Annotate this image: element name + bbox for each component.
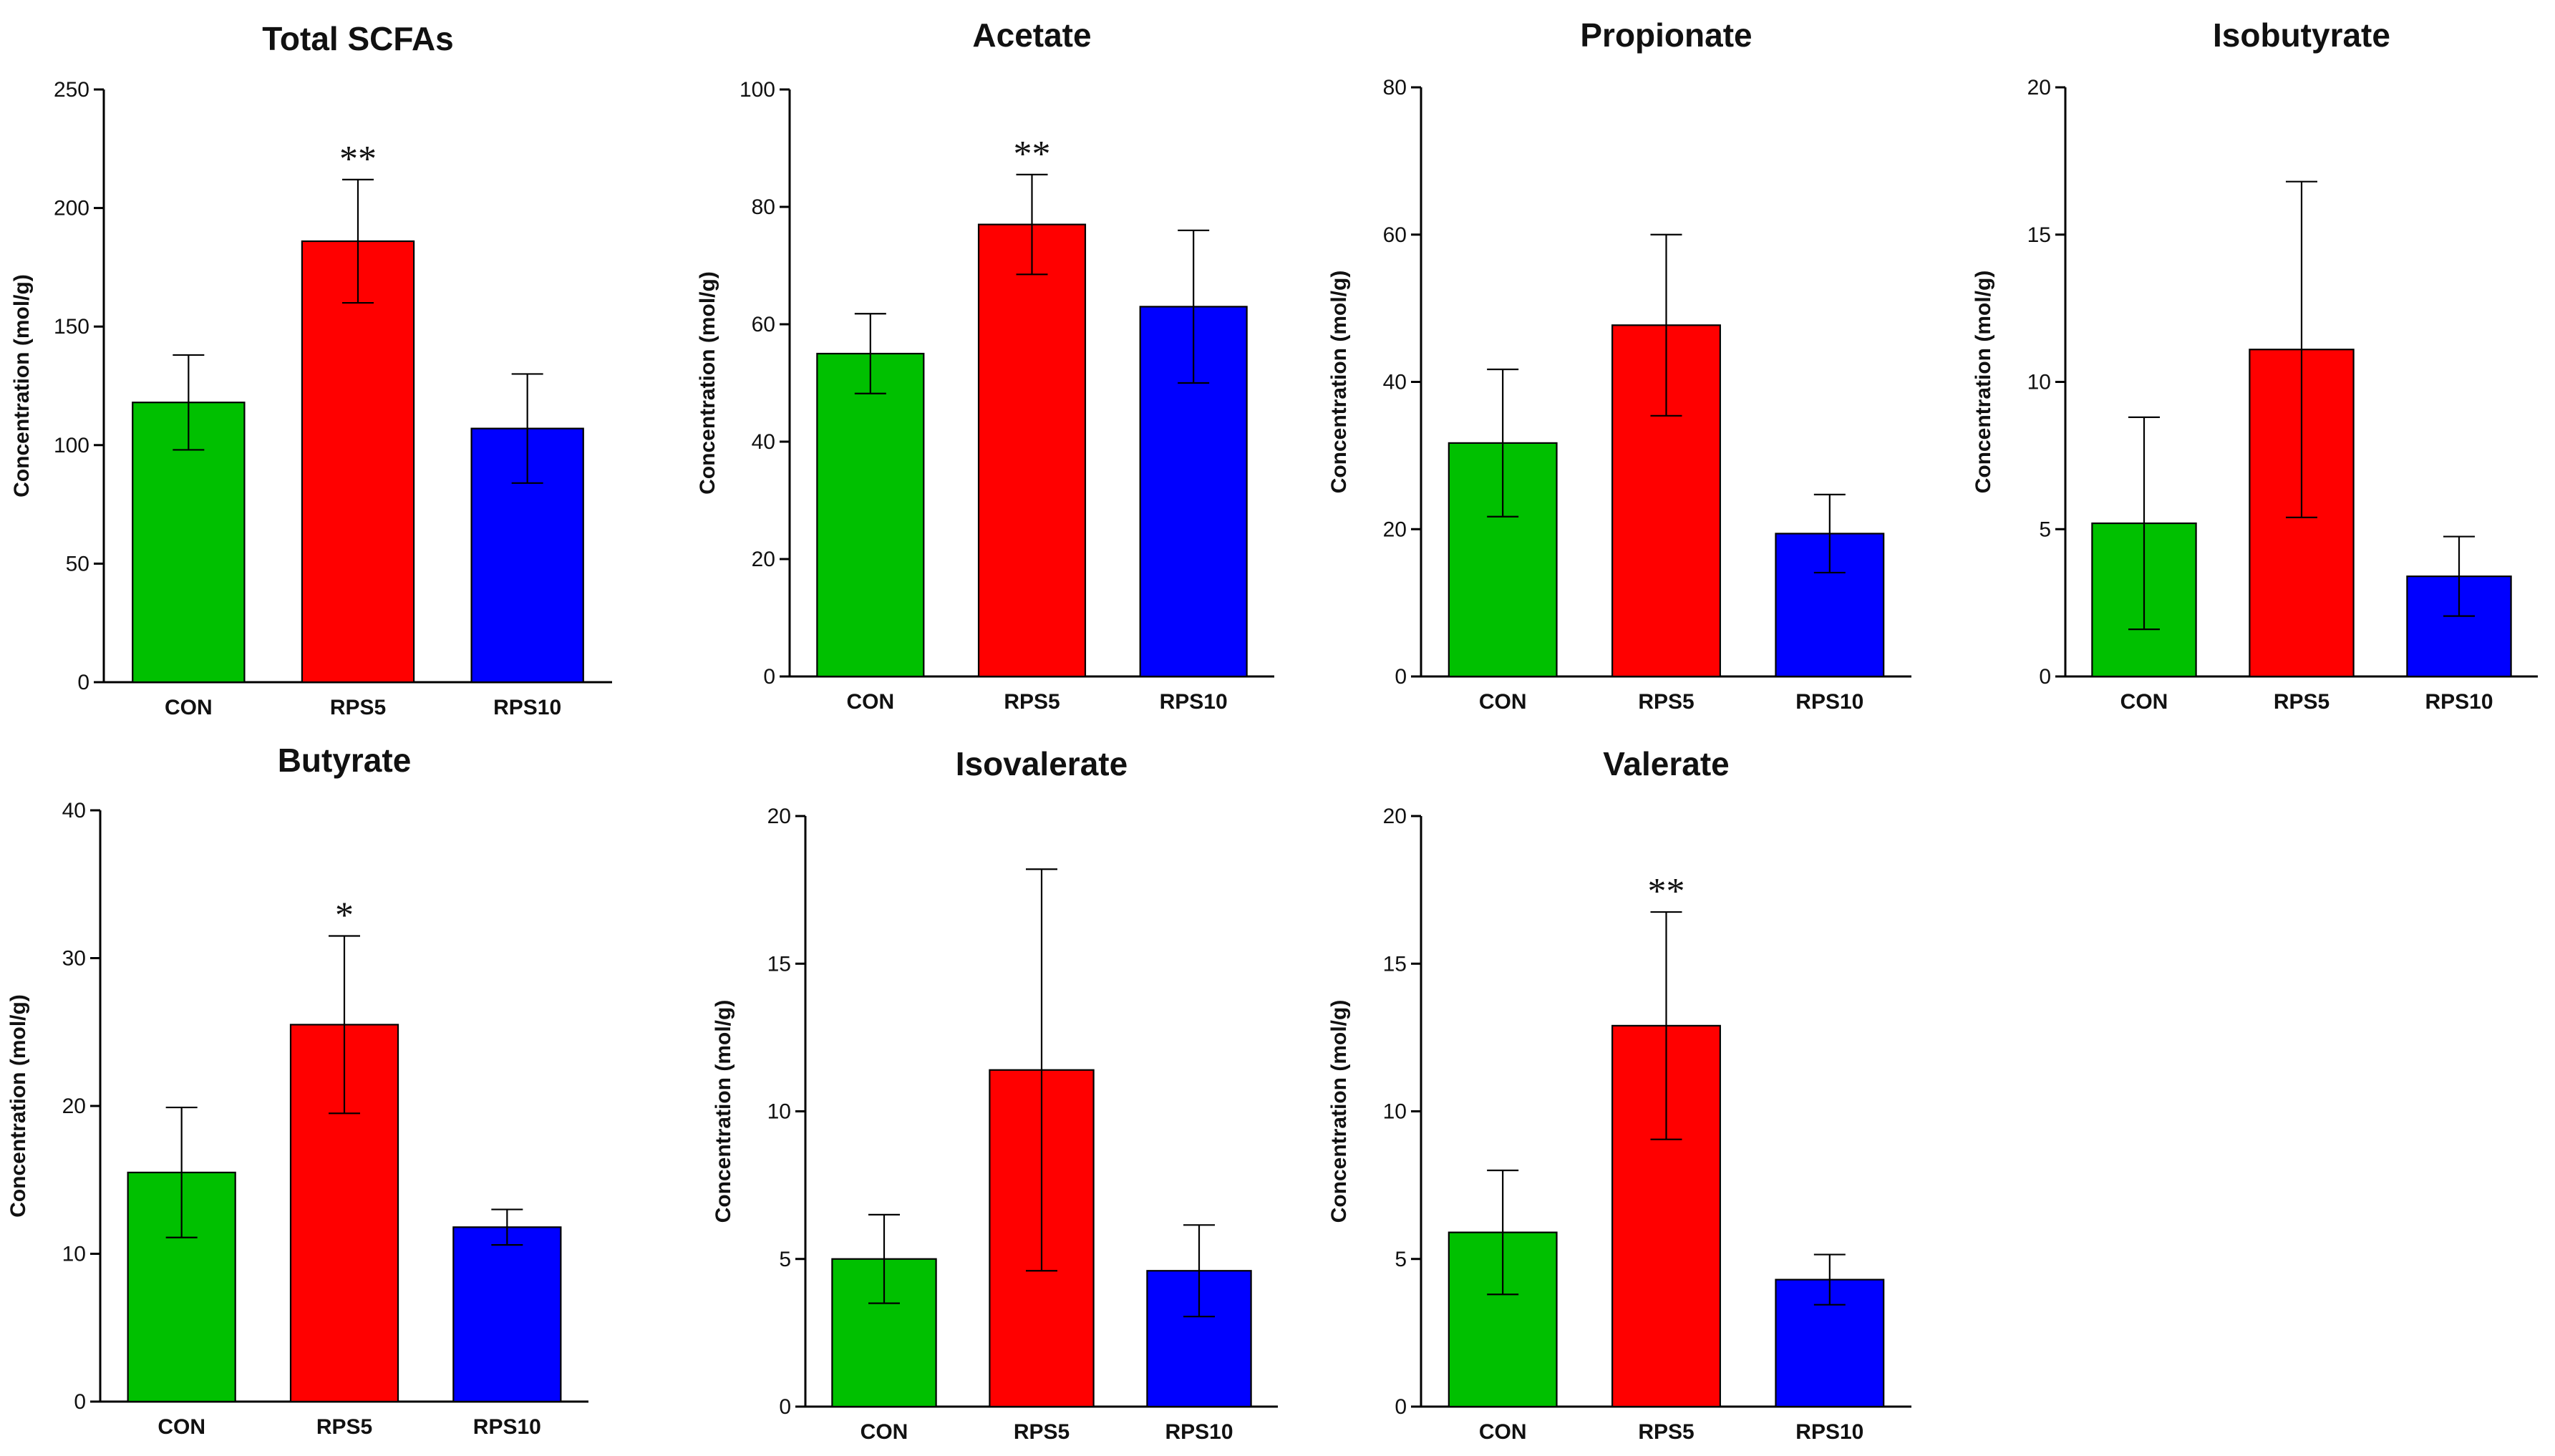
chart-propionate-y-tick-label: 80 bbox=[1383, 76, 1407, 100]
chart-valerate-y-tick-label: 10 bbox=[1383, 1100, 1407, 1124]
chart-isobutyrate: Isobutyrate Concentration (mol/g) 0 5 10 15 20… bbox=[1972, 16, 2538, 714]
chart-propionate-y-tick-label: 0 bbox=[1395, 665, 1407, 689]
chart-isovalerate-y-tick-label: 0 bbox=[779, 1395, 791, 1419]
chart-propionate-x-tick-label-rps5: RPS5 bbox=[1638, 690, 1694, 714]
chart-isobutyrate-x-tick-label-con: CON bbox=[2120, 690, 2168, 714]
chart-butyrate-y-tick-label: 0 bbox=[74, 1390, 86, 1414]
chart-propionate-x-tick-label-con: CON bbox=[1479, 690, 1527, 714]
chart-butyrate-y-tick-label: 20 bbox=[62, 1095, 86, 1118]
chart-isovalerate-y-tick-label: 20 bbox=[767, 805, 791, 828]
chart-butyrate-bar-rps10 bbox=[452, 1226, 562, 1403]
chart-isobutyrate-y-axis-label: Concentration (mol/g) bbox=[1972, 271, 1995, 494]
chart-propionate-x-tick-label-rps10: RPS10 bbox=[1795, 690, 1863, 714]
chart-butyrate-y-tick-label: 40 bbox=[62, 799, 86, 822]
chart-butyrate-y-tick-label: 10 bbox=[62, 1243, 86, 1266]
chart-isobutyrate-y-tick-label: 0 bbox=[2039, 665, 2051, 689]
chart-acetate: Acetate Concentration (mol/g) 0 20 40 60 80 100… bbox=[696, 16, 1274, 714]
chart-valerate-x-tick-label-rps5: RPS5 bbox=[1638, 1420, 1694, 1444]
chart-butyrate-title: Butyrate bbox=[278, 742, 412, 779]
chart-butyrate-significance-rps5: * bbox=[335, 896, 354, 936]
chart-acetate-y-tick-label: 100 bbox=[740, 78, 775, 102]
chart-valerate-x-tick-label-con: CON bbox=[1479, 1420, 1527, 1444]
chart-acetate-y-tick-label: 40 bbox=[752, 430, 775, 454]
chart-total-scfas-significance-rps5: ** bbox=[339, 139, 377, 180]
chart-butyrate-y-axis-label: Concentration (mol/g) bbox=[6, 994, 30, 1218]
chart-valerate: Valerate Concentration (mol/g) 0 5 10 15 20 CON… bbox=[1327, 745, 1911, 1444]
chart-acetate-bar-rps5 bbox=[977, 223, 1087, 678]
chart-acetate-y-tick-label: 60 bbox=[752, 313, 775, 336]
chart-total-scfas-y-tick-label: 50 bbox=[66, 552, 89, 576]
chart-isovalerate-y-tick-label: 10 bbox=[767, 1100, 791, 1124]
chart-isovalerate-y-axis-label: Concentration (mol/g) bbox=[712, 1000, 735, 1223]
chart-total-scfas-y-axis-label: Concentration (mol/g) bbox=[10, 274, 34, 498]
chart-propionate: Propionate Concentration (mol/g) 0 20 40 60 80… bbox=[1327, 16, 1911, 714]
chart-acetate-significance-rps5: ** bbox=[1014, 134, 1051, 175]
chart-isovalerate: Isovalerate Concentration (mol/g) 0 5 10 15 20… bbox=[712, 745, 1278, 1444]
chart-total-scfas-title: Total SCFAs bbox=[262, 20, 454, 57]
chart-total-scfas-x-tick-label-rps10: RPS10 bbox=[493, 696, 561, 719]
chart-valerate-y-tick-label: 0 bbox=[1395, 1395, 1407, 1419]
chart-total-scfas: Total SCFAs Concentration (mol/g) 0 50 100 15… bbox=[10, 20, 612, 719]
chart-total-scfas-y-tick-label: 0 bbox=[77, 671, 89, 694]
chart-isobutyrate-y-tick-label: 20 bbox=[2027, 76, 2051, 100]
chart-isovalerate-x-tick-label-rps5: RPS5 bbox=[1014, 1420, 1070, 1444]
chart-total-scfas-y-tick-label: 200 bbox=[54, 197, 89, 220]
chart-butyrate-x-tick-label-con: CON bbox=[157, 1415, 205, 1439]
chart-total-scfas-y-tick-label: 250 bbox=[54, 78, 89, 102]
chart-isobutyrate-y-tick-label: 10 bbox=[2027, 371, 2051, 394]
chart-isovalerate-x-tick-label-con: CON bbox=[860, 1420, 908, 1444]
chart-propionate-title: Propionate bbox=[1580, 16, 1752, 54]
chart-propionate-y-tick-label: 60 bbox=[1383, 223, 1407, 247]
chart-isobutyrate-x-tick-label-rps10: RPS10 bbox=[2425, 690, 2493, 714]
chart-isovalerate-title: Isovalerate bbox=[956, 745, 1128, 782]
chart-isobutyrate-x-tick-label-rps5: RPS5 bbox=[2274, 690, 2329, 714]
chart-isobutyrate-y-tick-label: 5 bbox=[2039, 518, 2051, 541]
chart-butyrate-y-tick-label: 30 bbox=[62, 947, 86, 971]
chart-isovalerate-y-tick-label: 15 bbox=[767, 952, 791, 976]
chart-propionate-y-tick-label: 20 bbox=[1383, 518, 1407, 541]
chart-valerate-significance-rps5: ** bbox=[1648, 871, 1685, 912]
chart-isovalerate-x-tick-label-rps10: RPS10 bbox=[1165, 1420, 1233, 1444]
chart-propionate-y-axis-label: Concentration (mol/g) bbox=[1327, 271, 1351, 494]
chart-acetate-title: Acetate bbox=[972, 16, 1091, 54]
chart-valerate-y-tick-label: 5 bbox=[1395, 1248, 1407, 1271]
chart-total-scfas-bar-rps5 bbox=[301, 240, 415, 684]
chart-acetate-y-tick-label: 20 bbox=[752, 548, 775, 571]
chart-valerate-y-tick-label: 20 bbox=[1383, 805, 1407, 828]
chart-acetate-x-tick-label-con: CON bbox=[846, 690, 894, 714]
chart-isobutyrate-y-tick-label: 15 bbox=[2027, 223, 2051, 247]
chart-propionate-y-tick-label: 40 bbox=[1383, 371, 1407, 394]
chart-isovalerate-y-tick-label: 5 bbox=[779, 1248, 791, 1271]
chart-acetate-bar-con bbox=[816, 352, 925, 678]
chart-valerate-x-tick-label-rps10: RPS10 bbox=[1795, 1420, 1863, 1444]
chart-acetate-x-tick-label-rps5: RPS5 bbox=[1004, 690, 1060, 714]
chart-butyrate-x-tick-label-rps5: RPS5 bbox=[316, 1415, 372, 1439]
chart-total-scfas-x-tick-label-rps5: RPS5 bbox=[330, 696, 386, 719]
chart-acetate-y-axis-label: Concentration (mol/g) bbox=[696, 271, 719, 495]
chart-acetate-y-tick-label: 0 bbox=[763, 665, 775, 689]
chart-total-scfas-y-tick-label: 100 bbox=[54, 434, 89, 457]
chart-valerate-y-axis-label: Concentration (mol/g) bbox=[1327, 1000, 1351, 1223]
chart-isobutyrate-title: Isobutyrate bbox=[2213, 16, 2390, 54]
chart-total-scfas-x-tick-label-con: CON bbox=[165, 696, 213, 719]
chart-butyrate-x-tick-label-rps10: RPS10 bbox=[473, 1415, 541, 1439]
chart-total-scfas-y-tick-label: 150 bbox=[54, 315, 89, 339]
chart-valerate-y-tick-label: 15 bbox=[1383, 952, 1407, 976]
chart-valerate-title: Valerate bbox=[1603, 745, 1729, 782]
chart-acetate-x-tick-label-rps10: RPS10 bbox=[1160, 690, 1228, 714]
chart-acetate-y-tick-label: 80 bbox=[752, 195, 775, 219]
chart-butyrate: Butyrate Concentration (mol/g) 0 10 20 30 40 CO… bbox=[6, 742, 588, 1439]
